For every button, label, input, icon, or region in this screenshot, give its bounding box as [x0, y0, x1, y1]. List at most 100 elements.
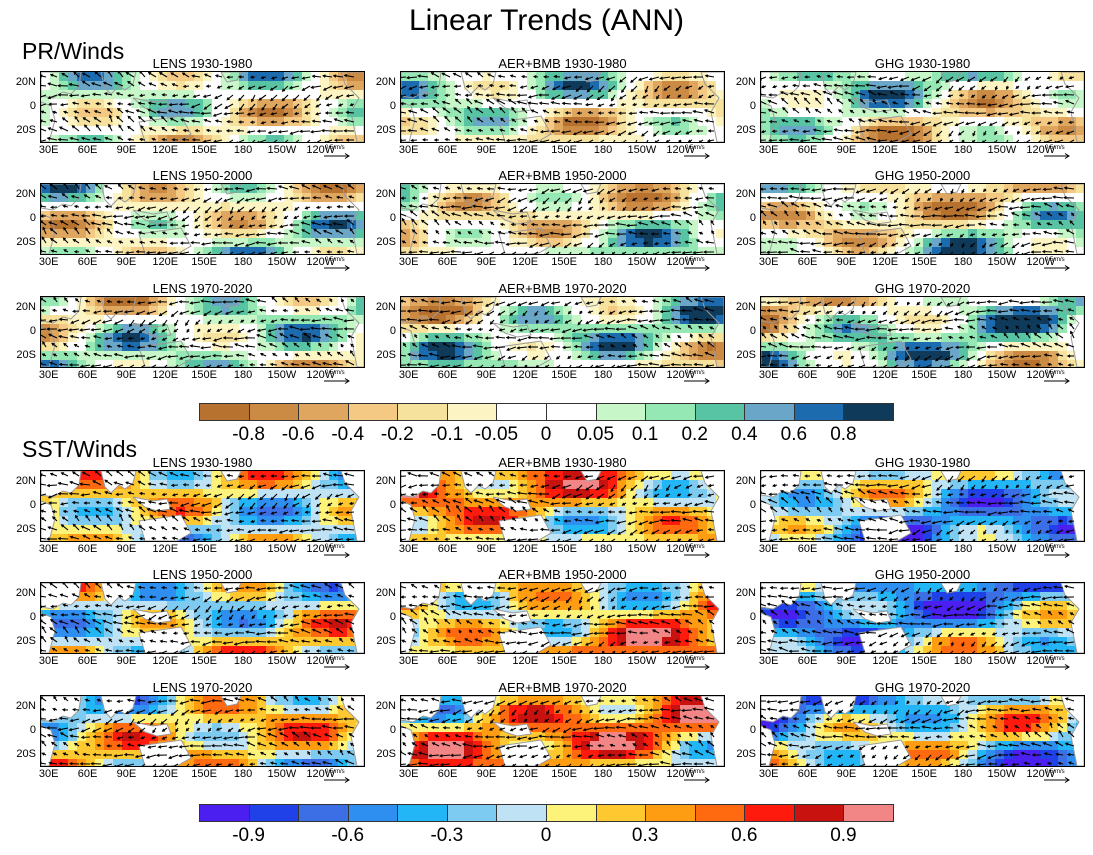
shading-cell	[806, 525, 815, 534]
shading-cell	[410, 534, 419, 541]
x-tick-label: 90E	[476, 144, 497, 156]
wind-arrow-head	[957, 132, 962, 136]
wind-arrow-head	[915, 500, 920, 504]
shading-cell	[626, 525, 635, 534]
wind-arrow	[464, 472, 473, 477]
wind-arrow-head	[138, 525, 142, 529]
wind-arrow-head	[922, 508, 926, 513]
shading-cell	[923, 135, 932, 142]
shading-cell	[716, 135, 724, 142]
wind-arrow	[585, 475, 594, 478]
shading-cell	[284, 238, 293, 247]
wind-arrow	[804, 506, 811, 513]
wind-arrow-head	[401, 538, 403, 541]
wind-arrow	[848, 98, 855, 105]
wind-arrow-head	[430, 85, 435, 89]
wind-arrow-head	[300, 539, 304, 541]
wind-arrow	[866, 84, 877, 87]
wind-arrow	[224, 511, 234, 516]
wind-arrow	[74, 116, 80, 123]
shading-cell	[941, 534, 950, 541]
wind-arrow-head	[215, 528, 220, 532]
shading-cell	[788, 525, 797, 534]
wind-arrow-head	[1059, 76, 1063, 80]
wind-arrow	[912, 139, 921, 142]
wind-arrow	[989, 121, 998, 126]
wind-arrow-head	[216, 85, 221, 89]
wind-arrow	[834, 527, 844, 531]
wind-arrow-head	[433, 537, 438, 541]
wind-arrow-head	[969, 531, 974, 535]
shading-cell	[293, 480, 302, 489]
shading-cell	[806, 72, 815, 81]
shading-cell	[563, 525, 572, 534]
shading-cell	[851, 126, 860, 135]
wind-arrow-head	[932, 123, 937, 127]
wind-arrow	[933, 112, 943, 115]
wind-arrow-head	[878, 517, 883, 521]
wind-arrow	[162, 514, 168, 522]
wind-arrow-head	[849, 508, 854, 512]
shading-cell	[248, 525, 257, 534]
wind-arrow-head	[519, 483, 523, 487]
wind-arrow	[442, 101, 451, 105]
wind-arrow	[673, 103, 682, 106]
wind-arrow	[638, 76, 649, 81]
wind-arrow	[1033, 493, 1042, 498]
wind-arrow	[114, 481, 124, 486]
coastline	[41, 101, 56, 142]
wind-arrow-head	[847, 98, 852, 102]
wind-arrow-head	[257, 484, 262, 489]
wind-arrow-head	[1068, 519, 1072, 524]
shading-cell	[698, 498, 707, 507]
wind-arrow-head	[637, 77, 642, 81]
shading-cell	[149, 220, 158, 229]
shading-cell	[356, 238, 364, 247]
wind-arrow-head	[332, 129, 336, 133]
shading-cell	[185, 135, 194, 142]
wind-arrow-head	[642, 502, 647, 506]
wind-arrow-head	[225, 129, 230, 133]
wind-arrow	[660, 121, 671, 125]
wind-arrow	[620, 484, 627, 492]
wind-arrow	[994, 139, 998, 142]
wind-arrow	[805, 496, 811, 504]
shading-cell	[680, 471, 689, 480]
shading-cell	[806, 108, 815, 117]
shading-cell	[176, 184, 185, 193]
wind-arrow	[106, 514, 113, 522]
y-tick-label: 20N	[15, 475, 36, 487]
wind-arrow	[281, 475, 289, 478]
map-canvas	[761, 72, 1084, 142]
wind-arrow-head	[888, 537, 893, 541]
shading-cell	[941, 498, 950, 507]
shading-cell	[536, 498, 545, 507]
wind-arrow	[204, 103, 212, 110]
shading-cell	[68, 81, 77, 90]
wind-arrow	[815, 97, 822, 105]
wind-arrow-head	[553, 110, 557, 114]
wind-arrow	[409, 85, 418, 90]
wind-arrow	[306, 139, 311, 142]
wind-arrow-head	[642, 102, 646, 107]
shading-cell	[1040, 516, 1049, 525]
shading-cell	[347, 534, 356, 541]
wind-arrow-head	[628, 111, 632, 116]
wind-arrow-head	[530, 85, 534, 90]
wind-arrow-head	[301, 519, 305, 523]
wind-arrow-head	[63, 184, 67, 186]
shading-cell	[689, 81, 698, 90]
wind-arrow	[83, 117, 91, 123]
wind-arrow	[924, 85, 932, 92]
shading-cell	[266, 507, 275, 516]
shading-cell	[1013, 135, 1022, 142]
shading-cell	[842, 90, 851, 99]
wind-arrow	[794, 97, 800, 105]
wind-arrow	[60, 502, 69, 505]
wind-arrow	[431, 506, 440, 513]
wind-arrow-head	[484, 498, 489, 502]
wind-arrow-head	[935, 500, 940, 504]
wind-arrow-head	[1057, 120, 1062, 124]
shading-cell	[590, 480, 599, 489]
shading-cell	[428, 135, 437, 142]
